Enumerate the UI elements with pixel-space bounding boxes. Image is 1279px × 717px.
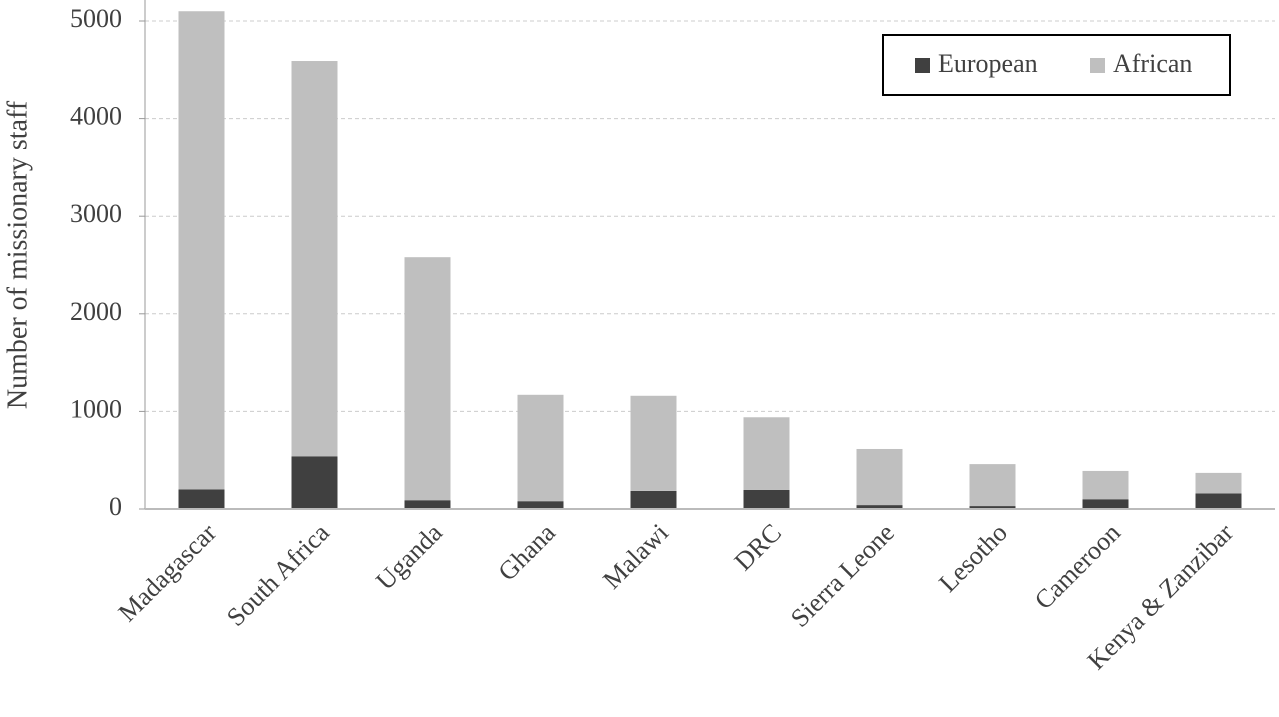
bar-segment xyxy=(1082,499,1129,509)
bar-segment xyxy=(404,500,451,509)
y-tick-label: 3000 xyxy=(70,199,122,228)
y-tick-label: 0 xyxy=(109,492,122,521)
y-axis-title: Number of missionary staff xyxy=(2,100,33,409)
x-tick-label: Uganda xyxy=(370,518,448,596)
x-tick-label: DRC xyxy=(729,518,787,576)
legend-box xyxy=(882,34,1231,96)
legend-swatch xyxy=(1090,58,1105,73)
legend-label: African xyxy=(1113,49,1192,78)
y-tick-label: 2000 xyxy=(70,297,122,326)
bar-segment xyxy=(517,501,564,509)
bar-segment xyxy=(743,417,790,490)
bar-segment xyxy=(291,61,338,457)
legend-swatch xyxy=(915,58,930,73)
x-tick-label: Cameroon xyxy=(1029,518,1126,615)
bar-segment xyxy=(404,257,451,501)
x-tick-label: Ghana xyxy=(492,518,561,587)
x-tick-label: Lesotho xyxy=(933,518,1013,598)
bar-segment xyxy=(630,490,677,509)
bar-segment xyxy=(1195,493,1242,509)
x-tick-label: Madagascar xyxy=(113,518,223,628)
y-tick-label: 4000 xyxy=(70,102,122,131)
x-tick-label: Sierra Leone xyxy=(785,518,900,633)
bar-segment xyxy=(743,489,790,509)
legend-label: European xyxy=(938,49,1038,78)
bar-segment xyxy=(291,456,338,509)
y-tick-label: 1000 xyxy=(70,394,122,423)
bar-segment xyxy=(969,506,1016,509)
bar-segment xyxy=(856,448,903,506)
bar-segment xyxy=(630,395,677,491)
x-tick-label: South Africa xyxy=(221,518,335,632)
bar-segment xyxy=(517,394,564,502)
bar-segment xyxy=(1195,472,1242,494)
y-tick-label: 5000 xyxy=(70,4,122,33)
x-tick-label: Malawi xyxy=(597,518,674,595)
bar-segment xyxy=(969,464,1016,507)
bar-segment xyxy=(1082,470,1129,500)
bar-segment xyxy=(178,489,225,509)
bar-segment xyxy=(178,11,225,490)
bar-segment xyxy=(856,505,903,509)
